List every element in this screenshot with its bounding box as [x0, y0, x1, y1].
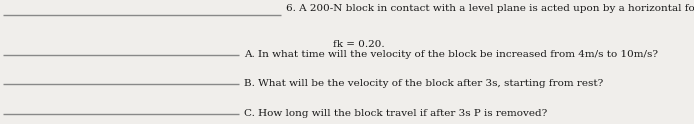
- Text: C. How long will the block travel if after 3s P is removed?: C. How long will the block travel if aft…: [244, 109, 548, 118]
- Text: fk = 0.20.: fk = 0.20.: [333, 40, 384, 49]
- Text: 6. A 200-N block in contact with a level plane is acted upon by a horizontal for: 6. A 200-N block in contact with a level…: [286, 4, 694, 13]
- Text: B. What will be the velocity of the block after 3s, starting from rest?: B. What will be the velocity of the bloc…: [244, 79, 604, 88]
- Text: A. In what time will the velocity of the block be increased from 4m/s to 10m/s?: A. In what time will the velocity of the…: [244, 50, 659, 59]
